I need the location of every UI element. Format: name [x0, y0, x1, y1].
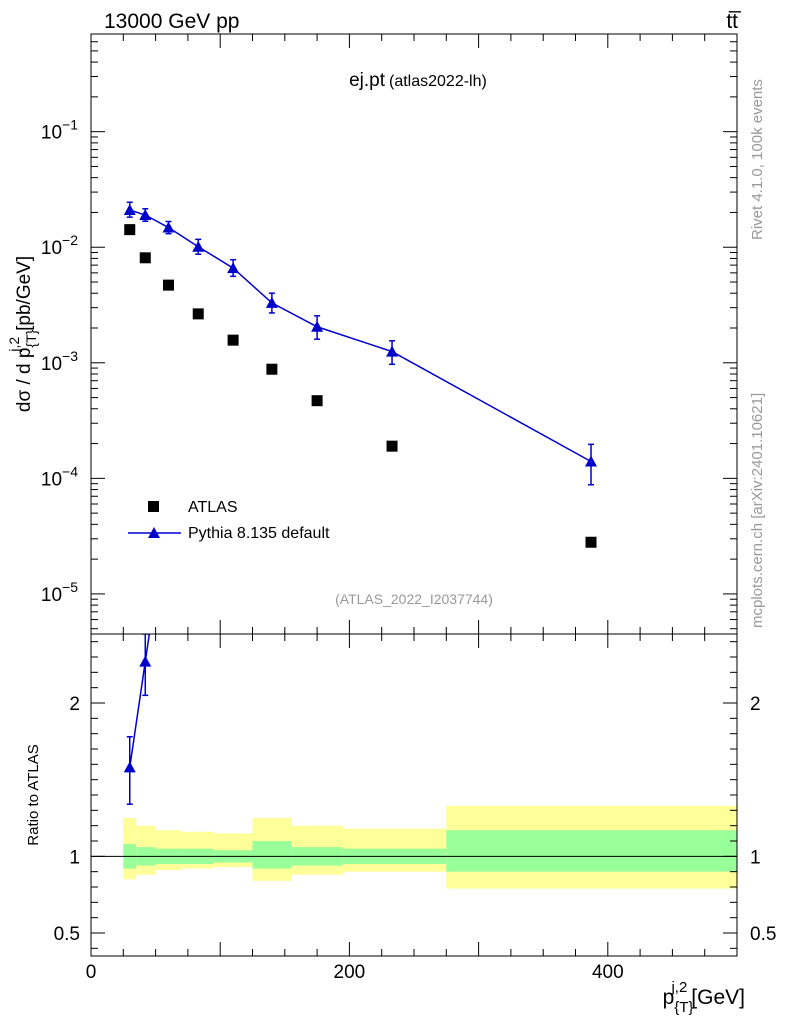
x-axis-label-text: p — [663, 986, 675, 1009]
atlas-data-point — [227, 334, 239, 346]
main-axis-ticks — [90, 34, 738, 634]
stat-uncertainty-band — [446, 830, 737, 872]
ratio-y-tick-label-left: 0.5 — [54, 924, 80, 945]
main-panel-frame — [90, 33, 738, 635]
main-y-tick-label: 10−4 — [41, 463, 78, 490]
legend-label-pythia: Pythia 8.135 default — [188, 525, 330, 542]
atlas-data-point — [585, 536, 597, 548]
x-axis-label-sup: j,2 — [670, 979, 687, 996]
main-y-axis-label-sup: j,2 — [6, 337, 22, 353]
main-y-tick-label: 10−2 — [41, 232, 78, 259]
main-y-tick-label-exponent: −4 — [62, 463, 78, 479]
main-panel: 10−110−210−310−410−5 ej.pt (atlas2022-lh… — [6, 33, 738, 635]
x-tick-label: 400 — [592, 962, 624, 983]
plot-subtitle: (atlas2022-lh) — [389, 73, 487, 90]
collision-energy-label: 13000 GeV pp — [104, 10, 239, 33]
stat-uncertainty-band — [252, 841, 292, 869]
ratio-data-point — [139, 655, 152, 667]
ratio-y-tick-label-left: 1 — [69, 847, 80, 868]
pythia-data-point — [386, 345, 399, 357]
atlas-data-point — [266, 363, 278, 375]
pythia-data-point — [227, 262, 240, 274]
main-y-tick-label-base: 10 — [41, 238, 62, 259]
plot-title: ej.pt — [349, 70, 386, 91]
ratio-tick-labels: 0.5 0.5 1 1 2 2 0 200 400 — [54, 694, 777, 983]
ratio-data-layer — [123, 634, 152, 805]
atlas-data-point — [139, 252, 151, 264]
main-y-axis-label-sub: {T} — [23, 329, 39, 347]
legend-label-atlas: ATLAS — [188, 499, 238, 516]
ratio-y-axis-label: Ratio to ATLAS — [25, 744, 42, 845]
main-y-tick-label: 10−5 — [41, 579, 78, 606]
main-y-tick-label-base: 10 — [41, 469, 62, 490]
x-axis-label-unit: [GeV] — [691, 986, 745, 1009]
atlas-data-point — [192, 308, 204, 320]
legend-marker-pythia — [148, 527, 160, 538]
atlas-data-point — [124, 224, 136, 236]
x-tick-label: 200 — [334, 962, 366, 983]
main-y-tick-label-exponent: −2 — [62, 232, 78, 248]
main-y-tick-label: 10−3 — [41, 348, 78, 375]
main-y-axis-label: dσ / d p{T}j,2 [pb/GeV] — [6, 256, 39, 412]
pythia-data-point — [192, 240, 205, 252]
ratio-axis-ticks — [90, 634, 738, 956]
main-y-tick-label-base: 10 — [41, 354, 62, 375]
legend: ATLAS Pythia 8.135 default — [128, 499, 330, 542]
pythia-data-point — [162, 221, 175, 233]
main-y-tick-label-exponent: −3 — [62, 348, 78, 364]
main-y-tick-labels: 10−110−210−310−410−5 — [41, 117, 78, 606]
main-y-axis-label-unit: [pb/GeV] — [14, 256, 35, 331]
ratio-y-tick-label-right: 2 — [750, 694, 761, 715]
pythia-data-point — [585, 455, 598, 467]
x-tick-label: 0 — [86, 962, 97, 983]
x-axis-label-sub: {T} — [674, 999, 693, 1016]
ratio-y-tick-label-left: 2 — [69, 694, 80, 715]
atlas-data-point — [163, 279, 175, 291]
main-y-tick-label-base: 10 — [41, 123, 62, 144]
x-axis-label: p{T} j,2 [GeV] — [663, 979, 745, 1016]
rivet-version-watermark: Rivet 4.1.0, 100k events — [749, 79, 766, 240]
pythia-data-point — [139, 209, 152, 221]
pythia-data-point — [311, 320, 324, 332]
main-data-layer — [123, 201, 598, 548]
atlas-data-point — [311, 395, 323, 407]
ratio-y-tick-label-right: 1 — [750, 847, 761, 868]
main-y-tick-label: 10−1 — [41, 117, 78, 144]
main-y-tick-label-base: 10 — [41, 585, 62, 606]
ratio-panel-frame — [90, 633, 738, 957]
ratio-panel: 0.5 0.5 1 1 2 2 0 200 400 Ratio to ATLAS p{T} j,2… — [25, 633, 777, 1016]
pythia-data-point — [265, 296, 278, 308]
main-y-tick-label-exponent: −1 — [62, 117, 78, 133]
process-label: tt̅ — [726, 10, 742, 33]
legend-marker-atlas — [148, 501, 159, 512]
ratio-series-line — [129, 634, 151, 768]
ratio-uncertainty-bands — [123, 805, 737, 889]
pythia-data-point — [123, 203, 136, 215]
atlas-data-point — [386, 440, 398, 452]
ratio-data-point — [123, 761, 136, 773]
main-y-tick-label-exponent: −5 — [62, 579, 78, 595]
main-y-axis-label-text: dσ / d p — [14, 348, 35, 413]
mcplots-watermark: mcplots.cern.ch [arXiv:2401.10621] — [749, 393, 766, 628]
analysis-id-label: (ATLAS_2022_I2037744) — [335, 591, 493, 607]
ratio-y-tick-label-right: 0.5 — [750, 924, 776, 945]
